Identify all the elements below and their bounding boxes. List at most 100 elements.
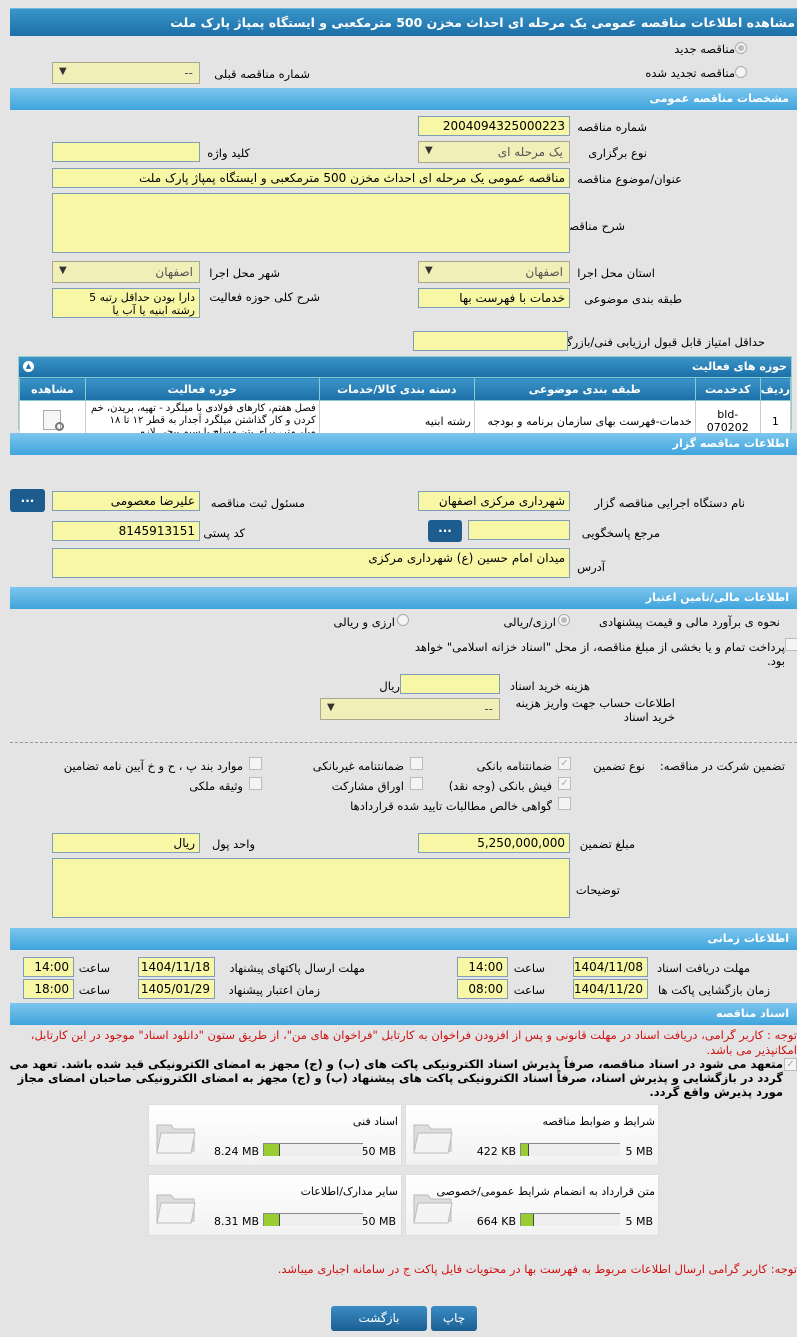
currency-field[interactable]: ریال	[52, 833, 200, 853]
valid-date[interactable]: 1405/01/29	[138, 979, 215, 999]
number-field[interactable]: 2004094325000223	[418, 116, 570, 136]
org-field[interactable]: شهرداری مرکزی اصفهان	[418, 491, 570, 511]
time-label: ساعت	[513, 983, 545, 997]
treasury-checkbox[interactable]	[785, 638, 797, 651]
collapse-icon[interactable]: ▲	[23, 361, 34, 372]
document-size: 8.31 MB	[213, 1215, 259, 1228]
submit-date[interactable]: 1404/11/18	[138, 957, 215, 977]
guarantee-checkbox[interactable]: ✓	[558, 757, 571, 770]
receive-date[interactable]: 1404/11/08	[573, 957, 648, 977]
min-score-label: حداقل امتیاز قابل قبول ارزیابی فنی/بازرگ…	[550, 335, 765, 349]
progress-fill	[521, 1214, 534, 1226]
document-size: 664 KB	[476, 1215, 516, 1228]
resp-field[interactable]: علیرضا معصومی	[52, 491, 200, 511]
folder-icon[interactable]	[155, 1119, 197, 1155]
address-field[interactable]: میدان امام حسین (ع) شهرداری مرکزی	[52, 548, 570, 578]
select-responsible-button[interactable]: ...	[10, 489, 45, 512]
city-value: اصفهان	[155, 265, 193, 279]
province-select[interactable]: اصفهان ▼	[418, 261, 570, 283]
document-item[interactable]: شرایط و ضوابط مناقصه 5 MB 422 KB	[405, 1104, 659, 1166]
back-button[interactable]: بازگشت	[331, 1306, 427, 1331]
commitment-checkbox[interactable]: ✓	[784, 1058, 797, 1071]
type-select[interactable]: یک مرحله ای ▼	[418, 141, 570, 163]
print-button[interactable]: چاپ	[431, 1306, 477, 1331]
guarantee-checkbox[interactable]	[249, 757, 262, 770]
min-score-field[interactable]	[413, 331, 568, 351]
receive-time[interactable]: 14:00	[457, 957, 508, 977]
foreign-and-rial-label: ارزی و ریالی	[333, 615, 395, 629]
foreign-and-rial-radio[interactable]	[397, 614, 409, 626]
renewed-tender-label: مناقصه تجدید شده	[645, 66, 735, 80]
province-label: استان محل اجرا	[577, 266, 655, 280]
rial-label: ارزی/ریالی	[503, 615, 556, 629]
commitment-text: متعهد می شود در اسناد مناقصه، صرفاً پذیر…	[9, 1057, 783, 1099]
guarantee-checkbox[interactable]	[249, 777, 262, 790]
renewed-tender-radio[interactable]	[735, 66, 747, 78]
ref-field[interactable]	[468, 520, 570, 540]
desc-field[interactable]	[52, 193, 570, 253]
doc-cost-field[interactable]	[400, 674, 500, 694]
amount-field[interactable]: 5,250,000,000	[418, 833, 570, 853]
price-list-note: توجه: کاربر گرامی ارسال اطلاعات مربوط به…	[277, 1262, 797, 1276]
address-label: آدرس	[577, 560, 605, 574]
document-name: اسناد فنی	[352, 1115, 398, 1128]
chevron-down-icon: ▼	[59, 265, 67, 276]
amount-label: مبلغ تضمین	[579, 837, 635, 851]
folder-icon[interactable]	[412, 1119, 454, 1155]
account-select[interactable]: -- ▼	[320, 698, 500, 720]
category-field[interactable]: خدمات با فهرست بها	[418, 288, 570, 308]
receive-label: مهلت دریافت اسناد	[657, 961, 750, 975]
time-label: ساعت	[513, 961, 545, 975]
ref-label: مرجع پاسخگویی	[581, 526, 660, 540]
view-document-icon[interactable]	[43, 409, 65, 431]
select-ref-button[interactable]: ...	[428, 520, 462, 542]
prev-number-value: --	[184, 66, 193, 80]
resp-label: مسئول ثبت مناقصه	[210, 496, 305, 510]
rial-radio[interactable]	[558, 614, 570, 626]
submit-time[interactable]: 14:00	[23, 957, 74, 977]
guarantee-checkbox[interactable]: ✓	[558, 777, 571, 790]
subject-label: عنوان/موضوع مناقصه	[577, 172, 682, 186]
open-date[interactable]: 1404/11/20	[573, 979, 648, 999]
guarantee-label-item: گواهی خالص مطالبات تایید شده قراردادها	[350, 799, 552, 813]
city-label: شهر محل اجرا	[209, 266, 280, 280]
guarantee-checkbox[interactable]	[410, 777, 423, 790]
scope-field[interactable]: دارا بودن حداقل رتبه 5 رشته ابنیه یا آب …	[52, 288, 200, 318]
document-size: 422 KB	[476, 1145, 516, 1158]
document-item[interactable]: اسناد فنی 50 MB 8.24 MB	[148, 1104, 402, 1166]
prev-number-select[interactable]: -- ▼	[52, 62, 200, 84]
guarantee-label: تضمین شرکت در مناقصه:	[659, 759, 785, 773]
account-value: --	[484, 702, 493, 716]
col-header: ردیف	[759, 377, 792, 401]
account-label: اطلاعات حساب جهت واریز هزینه خرید اسناد	[515, 696, 675, 724]
document-max: 5 MB	[625, 1215, 653, 1228]
activities-header: حوزه های فعالیت ▲	[19, 357, 791, 377]
chevron-down-icon: ▼	[425, 145, 433, 156]
postal-field[interactable]: 8145913151	[52, 521, 200, 541]
document-item[interactable]: متن قرارداد به انضمام شرایط عمومی/خصوصی 5…	[405, 1174, 659, 1236]
folder-icon[interactable]	[412, 1189, 454, 1225]
guarantee-checkbox[interactable]	[558, 797, 571, 810]
col-header: دسته بندی کالا/خدمات	[318, 377, 475, 401]
guarantee-checkbox[interactable]	[410, 757, 423, 770]
chevron-down-icon: ▼	[425, 265, 433, 276]
number-label: شماره مناقصه	[577, 120, 647, 134]
valid-time[interactable]: 18:00	[23, 979, 74, 999]
city-select[interactable]: اصفهان ▼	[52, 261, 200, 283]
new-tender-radio[interactable]	[735, 42, 747, 54]
document-progress	[263, 1143, 363, 1156]
document-size: 8.24 MB	[213, 1145, 259, 1158]
documents-note: توجه : کاربر گرامی، دریافت اسناد در مهلت…	[30, 1028, 797, 1057]
folder-icon[interactable]	[155, 1189, 197, 1225]
page-title: مشاهده اطلاعات مناقصه عمومی یک مرحله ای …	[10, 8, 797, 36]
subject-field[interactable]: مناقصه عمومی یک مرحله ای احداث مخزن 500 …	[52, 168, 570, 188]
progress-fill	[521, 1144, 529, 1156]
keyword-field[interactable]	[52, 142, 200, 162]
timing-header: اطلاعات زمانی	[10, 928, 797, 950]
currency-label: واحد پول	[211, 837, 255, 851]
document-progress	[520, 1143, 620, 1156]
notes-field[interactable]	[52, 858, 570, 918]
general-header: مشخصات مناقصه عمومی	[10, 88, 797, 110]
open-time[interactable]: 08:00	[457, 979, 508, 999]
document-item[interactable]: سایر مدارک/اطلاعات 50 MB 8.31 MB	[148, 1174, 402, 1236]
